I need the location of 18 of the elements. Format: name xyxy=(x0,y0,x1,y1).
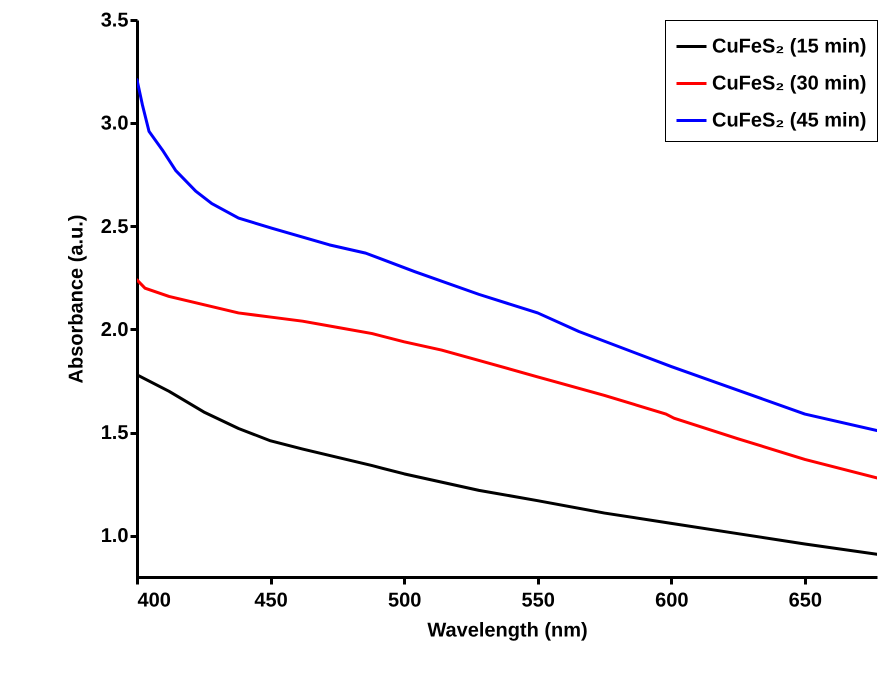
y-tick-label: 2.0 xyxy=(100,318,128,341)
x-tick-label: 600 xyxy=(655,590,688,612)
y-tick-label: 3.5 xyxy=(100,10,128,32)
x-tick-label: 450 xyxy=(254,590,288,612)
x-tick-label: 650 xyxy=(788,590,822,612)
x-tick-label: 500 xyxy=(388,590,422,612)
y-tick-label: 1.0 xyxy=(100,525,128,548)
y-tick-label: 1.5 xyxy=(100,422,128,444)
y-tick-label: 3.0 xyxy=(100,112,128,135)
legend-label: CuFeS₂ (30 min) xyxy=(712,72,866,94)
y-axis-title: Absorbance (a.u.) xyxy=(66,214,88,384)
line-series xyxy=(137,278,877,480)
y-tick-label: 2.5 xyxy=(100,216,128,238)
legend-label: CuFeS₂ (15 min) xyxy=(712,36,866,58)
x-axis-title: Wavelength (nm) xyxy=(427,620,588,642)
legend-label: CuFeS₂ (45 min) xyxy=(712,110,866,132)
x-tick-label: 400 xyxy=(138,590,171,612)
x-tick-label: 550 xyxy=(522,590,555,612)
